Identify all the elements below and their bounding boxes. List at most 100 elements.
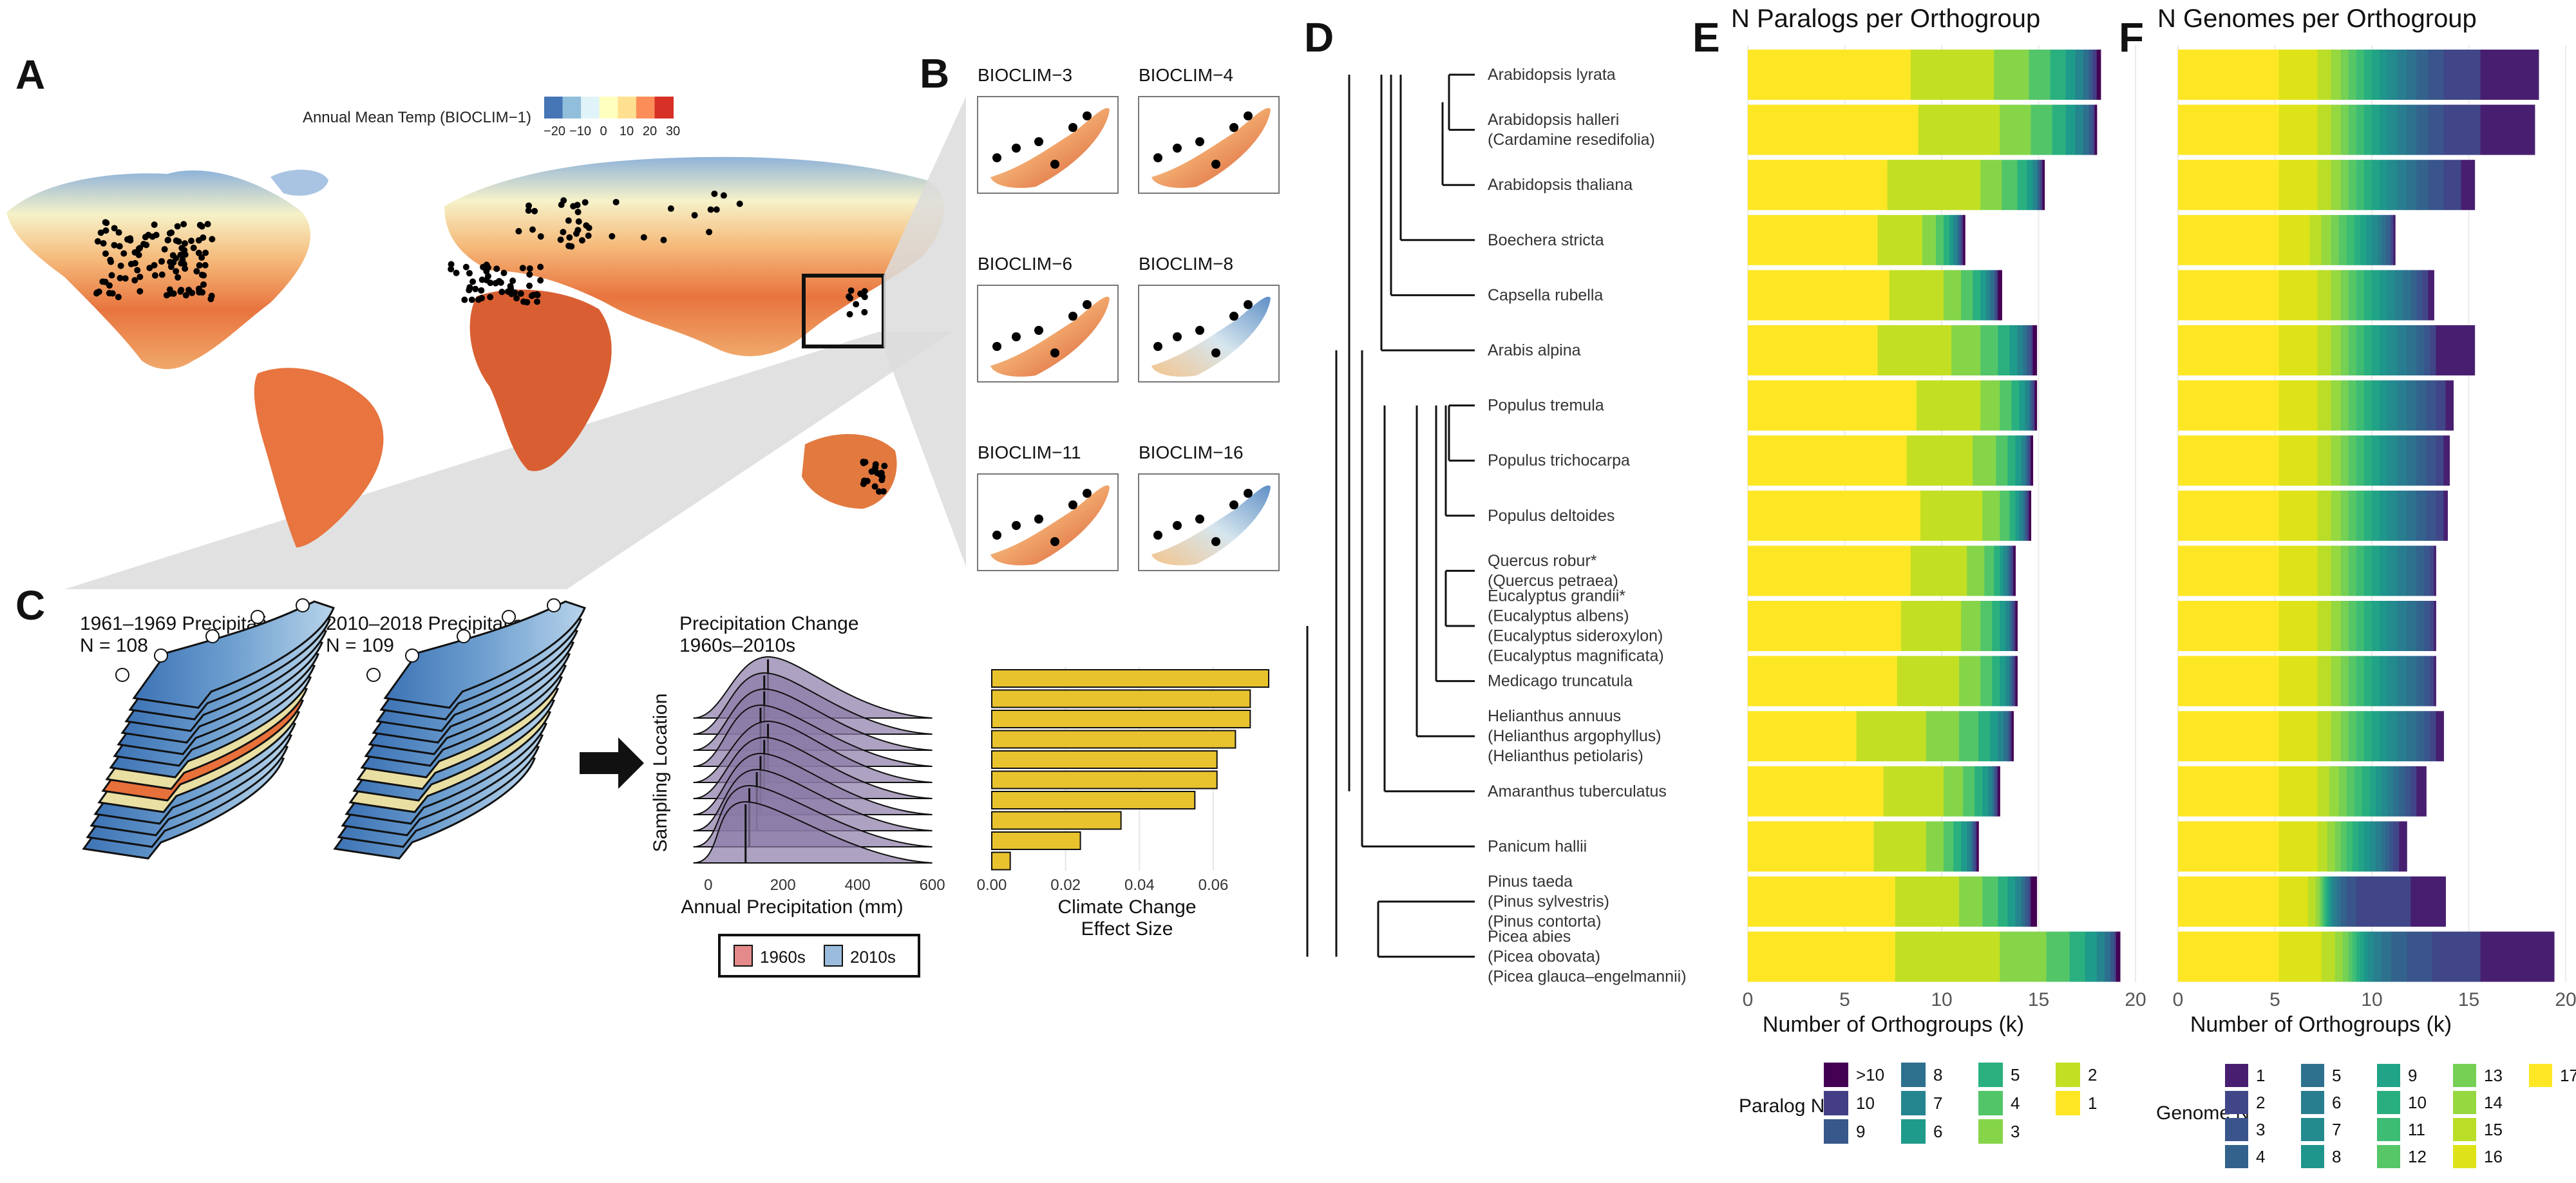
stacked-bar-segment <box>2407 656 2417 706</box>
bioclim-map-dot <box>1195 326 1204 335</box>
legend-label: 2 <box>2088 1065 2097 1084</box>
effect-bar <box>991 791 1196 809</box>
taxon-label: Populus deltoides <box>1488 507 1615 525</box>
sampling-dot <box>478 276 486 283</box>
sampling-dot <box>200 234 207 241</box>
sampling-dot <box>469 278 477 285</box>
sampling-dot <box>173 237 180 244</box>
sampling-dot <box>195 249 202 256</box>
sampling-dot <box>182 240 189 247</box>
stacked-bar-segment <box>2032 160 2038 211</box>
legend-swatch <box>2225 1145 2248 1168</box>
sampling-dot <box>873 469 880 477</box>
stacked-bar-segment <box>2416 104 2429 155</box>
stacked-bar-segment <box>1980 380 2000 431</box>
stacked-bar-segment <box>2331 325 2342 375</box>
panel-e-title: N Paralogs per Orthogroup <box>1731 5 2040 33</box>
sampling-dot <box>180 221 187 228</box>
stacked-bar-segment <box>1975 766 1983 817</box>
bioclim-map-dot <box>1034 515 1043 524</box>
stacked-bar-segment <box>2403 270 2411 321</box>
stacked-bar-segment <box>2334 931 2344 982</box>
effect-bar <box>991 710 1251 728</box>
stacked-bar-segment <box>2354 214 2361 265</box>
ridge-x-tick-label: 0 <box>704 876 712 894</box>
sampling-dot <box>137 273 144 280</box>
bioclim-map-dot <box>1244 111 1253 120</box>
legend-swatch <box>2529 1064 2552 1087</box>
bioclim-map-dot <box>1083 300 1092 309</box>
stacked-bar-segment <box>2397 104 2407 155</box>
x-tick-label: 5 <box>1839 989 1850 1010</box>
stacked-bar-segment <box>1992 766 1994 817</box>
stacked-bar-segment <box>2178 50 2280 100</box>
colorbar-tick-label: 30 <box>666 124 680 138</box>
sampling-dot <box>193 268 200 275</box>
bioclim-map-dot <box>1229 312 1238 321</box>
stacked-bar-segment <box>2436 380 2446 431</box>
stacked-bar-segment <box>1748 104 1919 155</box>
sampling-site-marker <box>296 598 310 612</box>
legend-label: 3 <box>2011 1122 2020 1141</box>
sampling-dot <box>102 278 109 285</box>
stacked-bar-segment <box>1949 214 1954 265</box>
sampling-dot <box>566 234 573 241</box>
stacked-bar-segment <box>2395 270 2403 321</box>
sampling-dot <box>166 286 173 293</box>
stacked-bar-segment <box>2094 104 2098 155</box>
stacked-bar-segment <box>2356 490 2365 541</box>
sampling-dot <box>111 241 118 249</box>
sampling-dot <box>102 227 109 234</box>
stacked-bar-segment <box>2278 270 2318 321</box>
stacked-bar-segment <box>2430 656 2434 706</box>
stacked-bar-segment <box>2000 104 2032 155</box>
precipitation-layer-stack-1960s <box>82 598 335 860</box>
x-tick-label: 5 <box>2269 989 2280 1010</box>
effect-bar <box>991 689 1251 708</box>
stacked-bar-segment <box>2428 160 2444 211</box>
sampling-dot <box>140 241 147 248</box>
stacked-bar-segment <box>1748 380 1917 431</box>
stacked-bar-segment <box>2372 656 2380 706</box>
stacked-bar-segment <box>2088 104 2094 155</box>
stacked-bar-segment <box>1980 270 1987 321</box>
bioclim-map-dot <box>1012 521 1021 530</box>
stacked-bar-segment <box>2178 711 2280 762</box>
stacked-bar-segment <box>2178 214 2280 265</box>
stacked-bar-segment <box>1998 711 2004 762</box>
stacked-bar-segment <box>2372 601 2380 651</box>
stacked-bar-segment <box>2385 821 2390 872</box>
stacked-bar-segment <box>2389 214 2392 265</box>
sampling-dot <box>711 190 718 197</box>
sampling-dot <box>207 296 214 303</box>
stacked-bar-segment <box>2346 214 2355 265</box>
stacked-bar-segment <box>2363 325 2372 375</box>
stacked-bar-segment <box>2317 601 2332 651</box>
sampling-dot <box>131 249 138 256</box>
sampling-dot <box>122 275 129 282</box>
bioclim-map-label: BIOCLIM−6 <box>978 254 1072 274</box>
stacked-bar-segment <box>2278 601 2318 651</box>
stacked-bar-segment <box>2445 380 2454 431</box>
legend-label: 10 <box>1856 1093 1875 1113</box>
stacked-bar-segment <box>1944 270 1962 321</box>
sampling-dot <box>573 230 580 237</box>
stacked-bar-segment <box>1967 545 1985 596</box>
sampling-dot <box>204 221 211 228</box>
stacked-bar-segment <box>2329 876 2332 927</box>
stacked-bar-segment <box>2278 104 2318 155</box>
ridge-title-line1: Precipitation Change <box>679 613 859 634</box>
stacked-bar-segment <box>1748 656 1898 706</box>
stacked-bar-segment <box>2331 545 2342 596</box>
stacked-bar-segment <box>2380 270 2388 321</box>
taxon-label: Helianthus annuus <box>1488 707 1621 725</box>
effect-x-tick-label: 0.00 <box>977 876 1007 894</box>
stacked-bar-segment <box>2000 490 2010 541</box>
stacked-bar-segment <box>2393 821 2400 872</box>
map-greenland <box>270 169 328 196</box>
stacked-bar-segment <box>2387 380 2398 431</box>
stacked-bar-segment <box>2013 656 2016 706</box>
inset-projection-b <box>884 97 966 567</box>
sampling-dot <box>880 488 887 495</box>
panel-c: C 1961–1969 Precipitation N = 108 2010–2… <box>15 582 1269 978</box>
